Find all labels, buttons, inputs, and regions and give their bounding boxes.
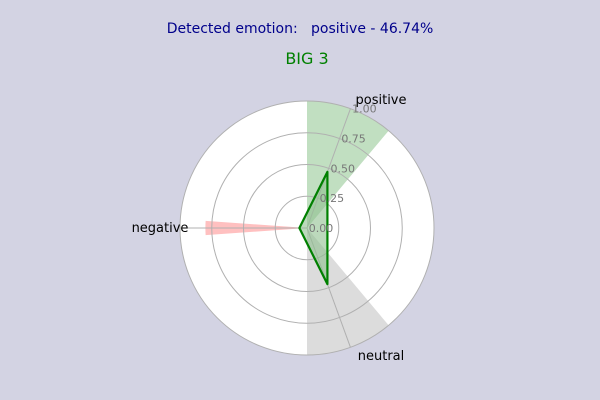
detected-emotion-text: Detected emotion: positive - 46.74% xyxy=(0,21,600,37)
r-tick-label-0: 0.00 xyxy=(309,222,334,235)
r-tick-label-4: 1.00 xyxy=(352,103,377,116)
series-line xyxy=(298,170,329,286)
r-tick-label-3: 0.75 xyxy=(341,132,366,145)
r-tick-label-2: 0.50 xyxy=(330,162,355,175)
detected-emotion-value: positive - 46.74% xyxy=(311,21,434,37)
category-label-negative: negative xyxy=(132,221,189,236)
detected-emotion-label: Detected emotion: xyxy=(166,21,298,37)
category-label-positive: positive xyxy=(356,93,407,108)
r-tick-label-1: 0.25 xyxy=(320,192,345,205)
chart-title: BIG 3 xyxy=(285,49,328,68)
series-area xyxy=(299,171,328,285)
category-label-neutral: neutral xyxy=(358,349,405,364)
